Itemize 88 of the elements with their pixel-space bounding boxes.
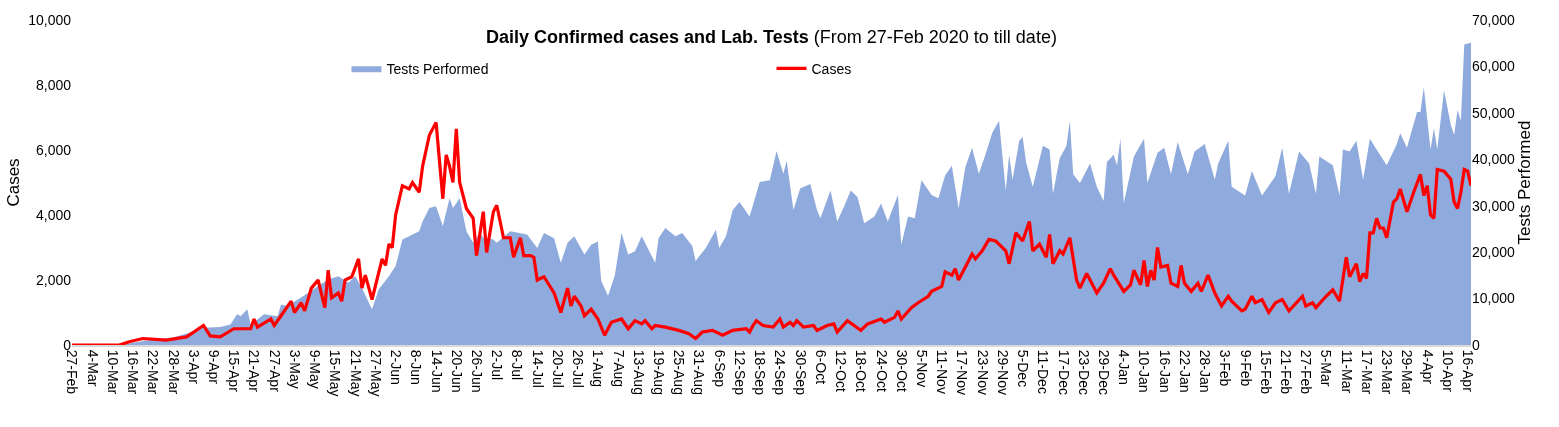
y2-tick-label: 50,000 (1472, 104, 1516, 121)
x-tick-label: 2-Jun (388, 349, 405, 385)
x-tick-label: 10-Apr (1439, 349, 1456, 393)
chart-subtitle: (From 27-Feb 2020 to till date) (813, 27, 1057, 47)
x-tick-label: 17-Nov (954, 349, 971, 395)
x-tick-label: 12-Sep (731, 349, 748, 396)
x-tick-label: 20-Jun (448, 349, 465, 393)
x-tick-label: 21-Apr (246, 349, 263, 393)
y2-axis-title: Tests Performed (1515, 120, 1535, 245)
x-tick-label: 29-Dec (1096, 349, 1112, 395)
x-tick-label: 23-Nov (974, 349, 991, 395)
y2-tick-label: 30,000 (1472, 197, 1516, 214)
x-tick-label: 17-Mar (1358, 349, 1375, 395)
x-tick-label: 4-Jan (1116, 349, 1133, 385)
x-tick-label: 11-Dec (1035, 349, 1052, 394)
x-tick-label: 22-Jan (1176, 349, 1193, 393)
legend-label: Cases (811, 60, 852, 77)
x-tick-label: 21-May (347, 349, 364, 397)
legend-label: Tests Performed (386, 60, 489, 77)
x-tick-label: 26-Jun (468, 349, 485, 393)
x-tick-label: 14-Jun (428, 349, 445, 393)
x-tick-label: 14-Jul (529, 349, 546, 388)
y2-tick-label: 20,000 (1472, 244, 1516, 261)
x-tick-label: 28-Mar (165, 349, 182, 395)
y2-tick-label: 70,000 (1472, 11, 1516, 28)
x-tick-label: 13-Aug (630, 349, 647, 395)
y2-tick-label: 40,000 (1472, 151, 1516, 168)
x-tick-label: 27-Feb (64, 349, 81, 395)
y-tick-label: 4,000 (35, 206, 72, 223)
x-tick-label: 29-Nov (994, 349, 1011, 395)
x-tick-label: 18-Oct (853, 349, 870, 392)
line-series (72, 120, 1471, 345)
x-tick-label: 5-Dec (1015, 349, 1032, 388)
x-tick-label: 28-Jan (1197, 349, 1214, 393)
x-tick-label: 11-Nov (934, 349, 951, 394)
x-tick-label: 8-Jun (408, 349, 425, 385)
x-tick-label: 26-Jul (570, 349, 587, 388)
x-tick-label: 5-Nov (913, 349, 930, 388)
x-tick-label: 4-Apr (1419, 349, 1436, 385)
x-tick-label: 20-Jul (549, 349, 566, 388)
x-tick-label: 23-Dec (1075, 349, 1092, 395)
x-tick-label: 25-Aug (671, 349, 688, 395)
x-tick-label: 24-Oct (873, 349, 890, 392)
x-tick-label: 17-Dec (1055, 349, 1072, 395)
x-tick-label: 15-May (327, 349, 344, 397)
y2-tick-label: 60,000 (1472, 58, 1516, 75)
chart-title: Daily Confirmed cases and Lab. Tests (486, 27, 809, 47)
y2-tick-label: 10,000 (1472, 290, 1516, 307)
x-tick-label: 23-Mar (1379, 349, 1396, 395)
x-tick-label: 4-Mar (84, 349, 101, 387)
x-tick-label: 2-Jul (489, 349, 506, 381)
x-tick-label: 6-Sep (711, 349, 728, 388)
x-tick-label: 27-Apr (266, 349, 283, 393)
y-tick-label: 8,000 (35, 76, 72, 93)
x-tick-label: 1-Aug (590, 349, 607, 388)
x-tick-label: 7-Aug (610, 349, 627, 388)
x-tick-label: 30-Sep (792, 349, 809, 396)
x-tick-label: 30-Oct (893, 349, 910, 392)
x-tick-label: 31-Aug (691, 349, 708, 395)
x-tick-label: 27-Feb (1298, 349, 1315, 395)
x-tick-label: 9-Feb (1237, 349, 1254, 387)
x-tick-label: 10-Mar (104, 349, 121, 395)
x-tick-label: 29-Mar (1399, 349, 1416, 395)
x-tick-label: 16-Mar (125, 349, 142, 395)
x-tick-label: 18-Sep (752, 349, 769, 396)
x-tick-label: 10-Jan (1136, 349, 1153, 393)
x-tick-label: 8-Jul (509, 349, 526, 381)
y-tick-label: 10,000 (28, 11, 72, 28)
x-tick-label: 9-Apr (206, 349, 223, 385)
y-axis-title: Cases (3, 158, 23, 207)
x-tick-label: 3-Apr (185, 349, 202, 385)
x-tick-label: 15-Feb (1257, 349, 1274, 395)
x-tick-label: 15-Apr (226, 349, 243, 393)
x-tick-label: 21-Feb (1278, 349, 1295, 395)
x-tick-label: 3-May (286, 349, 303, 389)
x-tick-label: 9-May (307, 349, 324, 389)
y-tick-label: 2,000 (35, 271, 72, 288)
x-tick-label: 19-Aug (651, 349, 668, 395)
x-tick-label: 27-May (367, 349, 384, 397)
x-tick-label: 11-Mar (1338, 349, 1355, 394)
x-tick-label: 3-Feb (1217, 349, 1234, 387)
x-tick-label: 5-Mar (1318, 349, 1335, 387)
x-tick-label: 16-Jan (1156, 349, 1173, 393)
x-tick-label: 24-Sep (772, 349, 789, 396)
x-tick-label: 12-Oct (833, 349, 850, 392)
x-tick-label: 22-Mar (145, 349, 162, 395)
y-tick-label: 6,000 (35, 141, 72, 158)
x-tick-label: 6-Oct (812, 349, 829, 385)
